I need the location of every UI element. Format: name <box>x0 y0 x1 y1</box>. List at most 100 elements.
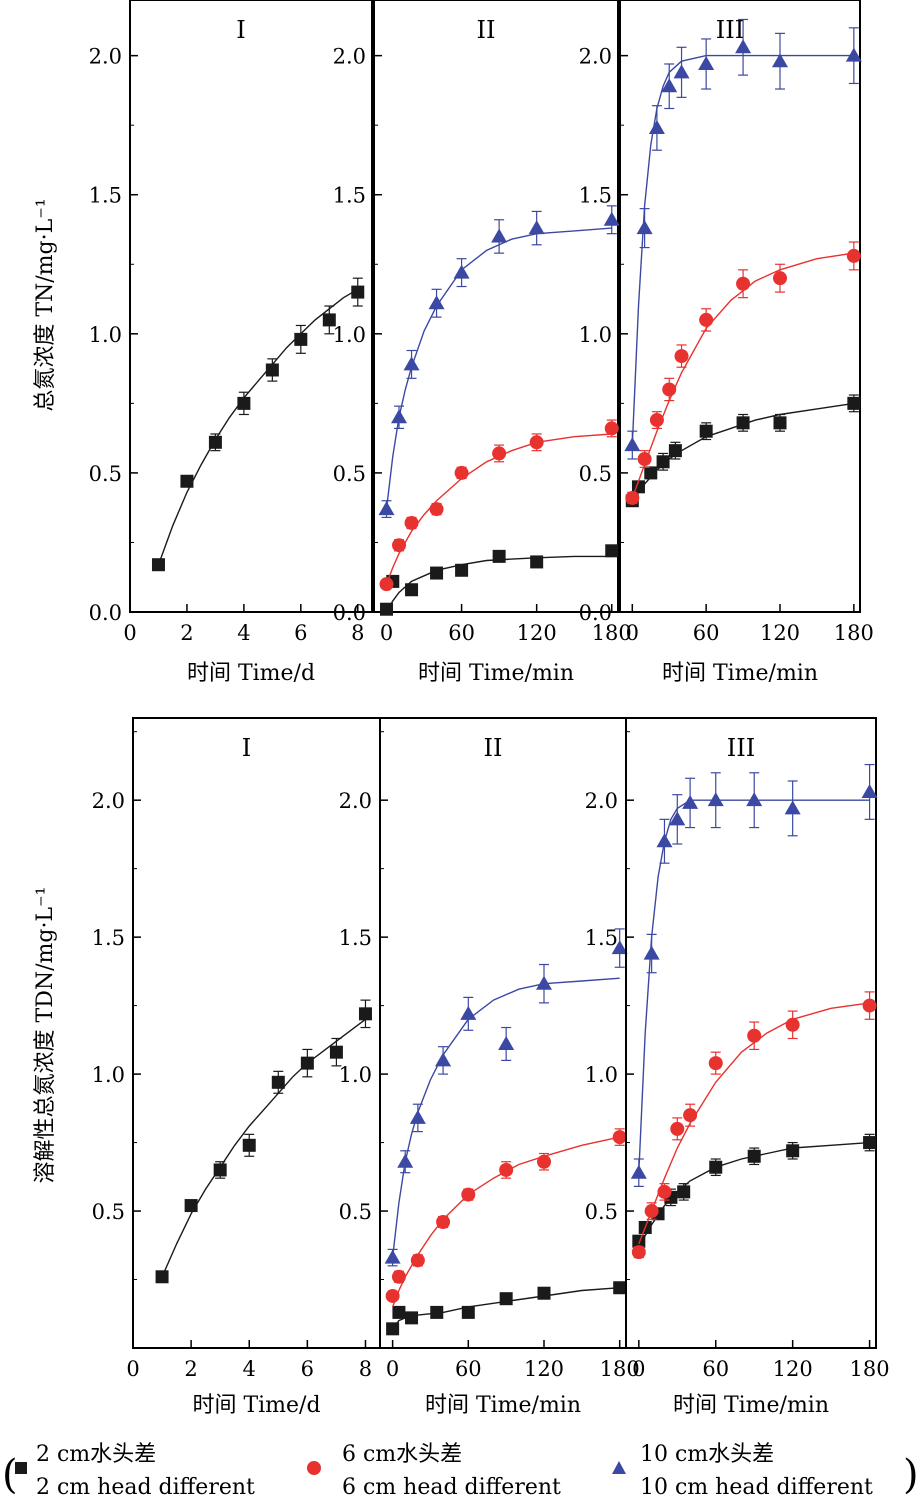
series-square <box>155 999 372 1284</box>
y-tick-label: 1.5 <box>579 184 612 208</box>
data-point <box>429 502 444 517</box>
panel-frame <box>129 0 373 613</box>
data-point <box>537 1286 551 1300</box>
x-tick-label: 6 <box>294 621 307 645</box>
panel-I: I 0.5 1.0 1.5 2.0 0 2 4 6 8 时间 Time/d <box>92 717 381 1418</box>
data-point <box>736 416 750 430</box>
series-triangle <box>378 205 620 519</box>
data-point <box>773 271 787 286</box>
data-point <box>772 53 788 68</box>
data-point <box>863 1136 877 1150</box>
y-tick-label: 0.5 <box>92 1200 125 1224</box>
y-tick-label: 0.5 <box>579 462 612 486</box>
x-tick-label: 0 <box>386 1357 399 1381</box>
y-axis-label: 溶解性总氮浓度 TDN/mg·L⁻¹ <box>33 887 58 1184</box>
data-point <box>632 1234 646 1248</box>
data-point <box>735 39 752 54</box>
series-triangle <box>630 763 878 1187</box>
legend-6cm-cn: 6 cm水头差 <box>342 1442 462 1467</box>
data-point <box>379 577 394 592</box>
data-point <box>847 396 861 410</box>
data-point <box>435 1052 452 1067</box>
data-point <box>329 1045 343 1059</box>
data-point <box>213 1163 227 1177</box>
data-point <box>611 940 628 955</box>
data-point <box>461 1187 476 1202</box>
data-point <box>699 424 713 438</box>
data-point <box>747 1149 761 1163</box>
y-tick-label: 1.0 <box>339 1063 372 1087</box>
x-tick-label: 60 <box>448 621 475 645</box>
data-point <box>637 452 652 466</box>
data-point <box>746 792 763 807</box>
data-point <box>404 515 419 530</box>
data-point <box>492 549 506 563</box>
panel-title: III <box>727 734 755 762</box>
data-point <box>386 1322 400 1336</box>
chart-2: 溶解性总氮浓度 TDN/mg·L⁻¹ I 0.5 1.0 1.5 2.0 0 2 4 6 8 时间 T… <box>33 717 890 1418</box>
legend-marker-triangle <box>612 1461 626 1474</box>
x-tick-label: 0 <box>123 621 136 645</box>
series-square <box>380 544 619 616</box>
data-point <box>709 1160 723 1174</box>
data-point <box>430 566 444 580</box>
x-tick-label: 180 <box>592 621 632 645</box>
y-tick-label: 0.0 <box>333 601 366 625</box>
x-axis-label: 时间 Time/d <box>187 661 315 686</box>
legend-bracket-right: ) <box>903 1452 919 1498</box>
data-point <box>455 563 469 577</box>
data-point <box>242 1138 256 1152</box>
data-point <box>612 1130 627 1145</box>
x-tick-label: 0 <box>126 1357 139 1381</box>
data-point <box>499 1162 514 1177</box>
data-point <box>461 1305 475 1319</box>
data-point <box>184 1199 198 1213</box>
x-tick-label: 8 <box>351 621 364 645</box>
y-tick-label: 1.0 <box>333 323 366 347</box>
panel-II: II 0.0 0.5 1.0 1.5 2.0 0 60 120 180 时间 Time/min <box>333 0 632 686</box>
y-tick-label: 1.0 <box>89 323 122 347</box>
legend-marker-square <box>15 1462 27 1474</box>
x-tick-label: 0 <box>632 1357 645 1381</box>
x-tick-label: 4 <box>243 1357 256 1381</box>
panel-frame <box>625 717 877 1349</box>
data-point <box>403 356 420 371</box>
data-point <box>604 421 619 436</box>
y-tick-label: 2.0 <box>339 789 372 813</box>
data-point <box>155 1270 169 1284</box>
series-square <box>151 277 365 572</box>
x-tick-label: 4 <box>237 621 250 645</box>
y-tick-label: 0.0 <box>89 601 122 625</box>
data-point <box>674 349 689 364</box>
x-tick-label: 120 <box>524 1357 564 1381</box>
y-tick-label: 1.5 <box>92 926 125 950</box>
data-point <box>644 466 658 480</box>
data-point <box>625 490 640 505</box>
data-point <box>656 455 670 469</box>
data-point <box>498 1035 515 1050</box>
data-point <box>300 1056 314 1070</box>
x-axis-label: 时间 Time/min <box>425 1393 581 1418</box>
data-point <box>454 465 469 480</box>
y-axis-label: 总氮浓度 TN/mg·L⁻¹ <box>33 198 58 411</box>
y-tick-label: 1.5 <box>89 184 122 208</box>
data-point <box>648 119 665 134</box>
data-point <box>385 1288 400 1303</box>
data-point <box>698 55 715 70</box>
data-point <box>529 435 544 450</box>
legend-2cm-cn: 2 cm水头差 <box>36 1442 156 1467</box>
data-point <box>391 1269 406 1284</box>
data-point <box>785 1017 800 1032</box>
data-point <box>536 975 552 990</box>
series-triangle <box>384 928 628 1267</box>
data-point <box>656 833 673 848</box>
panel-II: II 0.5 1.0 1.5 2.0 0 60 120 180 时间 Time/min <box>339 717 640 1418</box>
x-tick-label: 2 <box>180 621 193 645</box>
data-point <box>708 1056 723 1071</box>
y-tick-label: 0.5 <box>339 1200 372 1224</box>
fit-line <box>638 799 870 1173</box>
data-point <box>492 446 507 461</box>
data-point <box>180 474 194 488</box>
data-point <box>613 1281 627 1295</box>
data-point <box>636 220 653 235</box>
